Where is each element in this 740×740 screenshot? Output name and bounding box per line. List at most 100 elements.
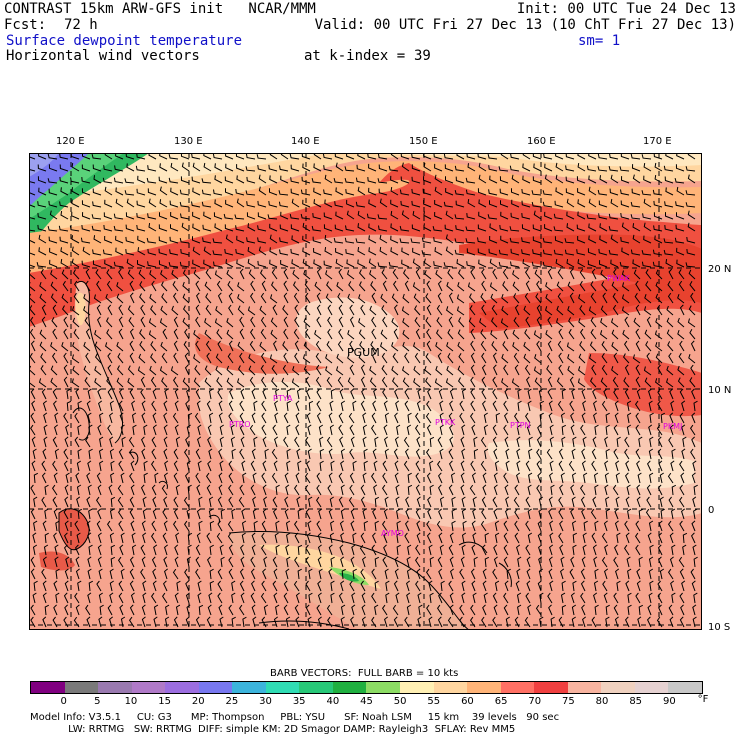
wind-barb	[548, 496, 553, 508]
wind-barb	[98, 616, 103, 628]
wind-barb	[394, 304, 399, 316]
wind-barb	[86, 472, 91, 484]
wind-barb	[610, 234, 619, 244]
wind-barb	[620, 237, 630, 244]
wind-barb	[493, 448, 498, 460]
wind-barb	[560, 568, 565, 580]
wind-barb	[98, 448, 104, 460]
wind-barb	[109, 592, 114, 604]
wind-barb	[627, 508, 632, 520]
wind-barb	[448, 484, 454, 496]
wind-barb	[689, 377, 696, 388]
wind-barb	[91, 225, 102, 232]
wind-barb	[571, 520, 577, 532]
wind-barb	[140, 316, 146, 328]
wind-barb	[579, 328, 586, 340]
wind-barb	[126, 198, 135, 208]
wind-barb	[416, 568, 421, 580]
wind-barb	[362, 436, 367, 448]
wind-barb	[382, 280, 388, 292]
wind-barb	[503, 532, 509, 544]
wind-barb	[582, 400, 587, 412]
wind-barb	[150, 305, 157, 316]
barb-legend-note: BARB VECTORS: FULL BARB = 10 kts	[270, 668, 459, 679]
wind-barb	[455, 225, 465, 232]
wind-barb	[99, 460, 104, 472]
wind-barb	[328, 472, 333, 484]
wind-barb	[545, 306, 553, 316]
wind-barb	[511, 199, 520, 208]
wind-barb	[172, 412, 179, 424]
wind-barb	[228, 568, 234, 580]
wind-barb	[648, 520, 654, 532]
wind-barb	[557, 400, 564, 412]
wind-barb	[294, 436, 300, 448]
wind-barb	[361, 604, 366, 616]
wind-barb	[263, 556, 268, 568]
wind-barb	[484, 556, 490, 568]
wind-barb	[623, 544, 630, 556]
wind-barb	[313, 163, 322, 172]
wind-barb	[632, 354, 641, 364]
wind-barb	[548, 556, 553, 568]
wind-barb	[116, 293, 124, 304]
wind-barb	[228, 412, 234, 424]
wind-barb	[95, 496, 102, 508]
wind-barb	[567, 365, 575, 376]
wind-barb	[676, 259, 685, 268]
wind-barb	[44, 484, 49, 496]
wind-barb	[471, 520, 476, 532]
wind-barb	[685, 202, 696, 208]
wind-barb	[663, 238, 674, 244]
wind-barb	[619, 261, 630, 268]
wind-barb	[269, 259, 278, 268]
wind-barb	[482, 400, 487, 412]
wind-barb	[382, 316, 388, 328]
wind-barb	[579, 305, 586, 316]
wind-barb	[426, 424, 432, 436]
wind-barb	[140, 544, 146, 556]
wind-barb	[48, 200, 58, 208]
wind-barb	[686, 236, 696, 244]
wind-barb	[338, 316, 344, 328]
wind-barb	[415, 544, 421, 556]
wind-barb	[252, 616, 257, 628]
wind-barb	[678, 556, 685, 568]
wind-barb	[414, 305, 421, 316]
lon-label-170e: 170 E	[643, 136, 672, 147]
wind-barb	[339, 436, 344, 448]
wind-barb	[610, 174, 619, 184]
color-bar-swatch	[265, 682, 300, 693]
wind-barb	[263, 604, 269, 616]
wind-barb	[91, 214, 102, 220]
wind-barb	[557, 340, 564, 352]
wind-barb	[648, 400, 653, 412]
color-bar-swatch	[400, 682, 434, 693]
wind-barb	[143, 460, 148, 472]
wind-barb	[121, 436, 126, 448]
wind-barb	[363, 460, 368, 472]
wind-barb	[517, 556, 522, 568]
wind-barb	[38, 187, 47, 196]
wind-barb	[185, 436, 190, 448]
wind-barb	[49, 247, 58, 256]
wind-barb	[659, 472, 664, 484]
wind-barb	[644, 329, 652, 340]
wind-barb	[568, 317, 575, 328]
wind-barb	[657, 544, 663, 556]
wind-barb	[691, 388, 696, 400]
wind-barb	[218, 472, 223, 484]
wind-barb	[538, 496, 544, 508]
wind-barb	[66, 388, 71, 400]
wind-barb	[187, 544, 192, 556]
wind-barb	[239, 568, 245, 580]
wind-barb	[71, 199, 80, 208]
wind-barb	[274, 412, 279, 424]
wind-barb	[644, 294, 652, 304]
wind-barb	[350, 520, 355, 532]
wind-barb	[446, 306, 454, 316]
wind-barb	[106, 329, 113, 340]
wind-barb	[412, 258, 421, 268]
wind-barb	[128, 616, 135, 628]
wind-barb	[449, 400, 454, 412]
